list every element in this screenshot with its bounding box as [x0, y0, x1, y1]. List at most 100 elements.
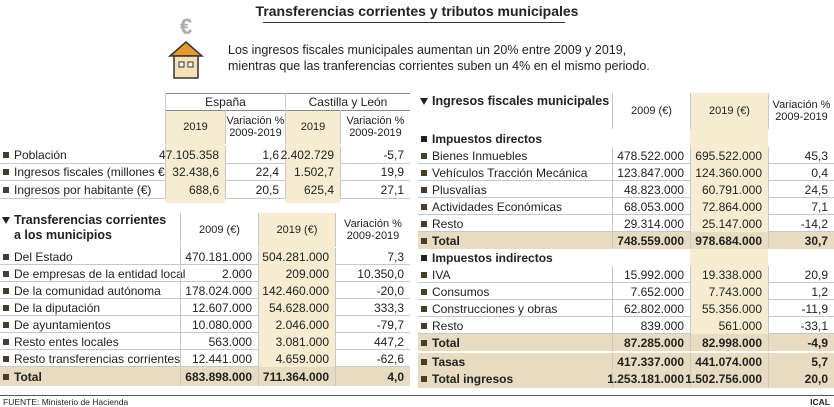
table-row: Población 47.105.358 1,6 2.402.729 -5,7: [0, 146, 410, 164]
row-label: IVA: [418, 266, 612, 283]
cell-value: 0,4: [768, 164, 834, 181]
cell-value: 839.000: [612, 317, 690, 334]
cell-value: -62,6: [335, 350, 410, 367]
cell-value: 47.105.358: [159, 146, 225, 164]
section-title: Impuestos directos: [418, 130, 612, 147]
cell-value: 683.898.000: [180, 367, 258, 386]
cell-value: 333,3: [335, 299, 410, 316]
cell-value: 32.438,6: [165, 163, 225, 181]
table-row: Resto 839.000 561.000 -33,1: [418, 317, 834, 334]
table-row: Actividades Económicas 68.053.000 72.864.0…: [418, 198, 834, 215]
footer-rule: [0, 395, 834, 396]
cell-value: 45,3: [768, 147, 834, 164]
cell-value: 5,7: [768, 353, 834, 370]
total-row: Total 87.285.000 82.998.000 -4,9: [418, 334, 834, 351]
row-label: Población: [0, 146, 165, 164]
column-header: 2009 (€): [612, 93, 690, 129]
column-header: Variación % 2009-2019: [225, 110, 285, 144]
cell-value: 22,4: [225, 163, 285, 181]
table-row: Ingresos fiscales (millones €) 32.438,6 22…: [0, 163, 410, 181]
table-row: Resto transferencias corrientes 12.441.00…: [0, 350, 410, 367]
table-title: Ingresos fiscales municipales: [418, 94, 612, 114]
group-header: Castilla y León: [285, 93, 410, 110]
cell-value: 19.338.000: [690, 266, 768, 283]
cell-value: 72.864.000: [690, 198, 768, 215]
row-label: Del Estado: [0, 248, 180, 265]
cell-value: 20,5: [225, 181, 285, 199]
cell-value: 2.402.729: [281, 146, 340, 164]
cell-value: 7,1: [768, 198, 834, 215]
title: Transferencias corrientes y tributos mun…: [255, 3, 579, 19]
row-label: Ingresos por habitante (€): [0, 181, 165, 199]
cell-value: 978.684.000: [690, 232, 768, 249]
row-label: Plusvalías: [418, 181, 612, 198]
cell-value: 4.659.000: [258, 350, 335, 367]
rule: [165, 93, 410, 94]
cell-value: 25.147.000: [690, 215, 768, 232]
cell-value: 688,6: [165, 181, 225, 199]
table-row: Plusvalías 48.823.000 60.791.000 24,5: [418, 181, 834, 198]
cell-value: 1,6: [225, 146, 285, 164]
cell-value: 711.364.000: [258, 367, 335, 386]
column-header: 2019: [285, 110, 340, 144]
row-label: Resto transferencias corrientes: [0, 350, 180, 367]
cell-value: 60.791.000: [690, 181, 768, 198]
cell-value: 1.253.181.000: [607, 370, 690, 388]
row-label: Actividades Económicas: [418, 198, 612, 215]
cell-value: 62.802.000: [612, 300, 690, 317]
cell-value: -20,0: [335, 282, 410, 299]
column-header: Variación % 2009-2019: [340, 110, 410, 144]
cell-value: 10.350,0: [335, 265, 410, 282]
cell-value: 470.181.000: [180, 248, 258, 265]
row-label: Tasas: [418, 353, 612, 370]
credit: ICAL: [810, 397, 830, 407]
cell-value: 478.522.000: [612, 147, 690, 164]
intro-line: mientras que las tranferencias corriente…: [228, 59, 650, 73]
cell-value: 748.559.000: [612, 232, 690, 249]
row-label: Total: [418, 232, 612, 249]
row-label: Total: [418, 334, 612, 351]
row-label: Resto: [418, 317, 612, 334]
cell-value: 54.628.000: [258, 299, 335, 316]
row-label: De la comunidad autónoma: [0, 282, 180, 299]
cell-value: -11,9: [768, 300, 834, 317]
table-row: Ingresos por habitante (€) 688,6 20,5 625,4…: [0, 181, 410, 199]
icon: €: [168, 14, 204, 79]
cell-value: -14,2: [768, 215, 834, 232]
row-label: Bienes Inmuebles: [418, 147, 612, 164]
table-row: IVA 15.992.000 19.338.000 20,9: [418, 266, 834, 283]
row-label: Resto entes locales: [0, 333, 180, 350]
cell-value: 30,7: [768, 232, 834, 249]
row-label: Vehículos Tracción Mecánica: [418, 164, 612, 181]
cell-value: 625,4: [285, 181, 340, 199]
intro-line: Los ingresos fiscales municipales aument…: [228, 43, 627, 57]
cell-value: 178.024.000: [180, 282, 258, 299]
total-row: Total ingresos 1.253.181.000 1.502.756.000…: [418, 370, 834, 388]
cell-value: 447,2: [335, 333, 410, 350]
cell-value: 10.080.000: [180, 316, 258, 333]
cell-value: 7.743.000: [690, 283, 768, 300]
group-header: España: [165, 93, 285, 110]
cell-value: 417.337.000: [612, 353, 690, 370]
cell-value: 2.000: [180, 265, 258, 282]
row-label: Consumos: [418, 283, 612, 300]
svg-text:€: €: [180, 14, 192, 39]
cell-value: 20,0: [768, 370, 834, 388]
table-title: Transferencias corrientes a los municipi…: [0, 213, 180, 245]
cell-value: 82.998.000: [690, 334, 768, 351]
cell-value: 15.992.000: [612, 266, 690, 283]
cell-value: 3.081.000: [258, 333, 335, 350]
table-row: Vehículos Tracción Mecánica 123.847.000 12…: [418, 164, 834, 181]
cell-value: 19,9: [340, 163, 410, 181]
cell-value: 123.847.000: [612, 164, 690, 181]
cell-value: 1,2: [768, 283, 834, 300]
cell-value: 561.000: [690, 317, 768, 334]
cell-value: 504.281.000: [258, 248, 335, 265]
cell-value: -79,7: [335, 316, 410, 333]
table-row: Construcciones y obras 62.802.000 55.356.0…: [418, 300, 834, 317]
row-label: Total: [0, 367, 180, 386]
table-row: De la comunidad autónoma 178.024.000 142.4…: [0, 282, 410, 299]
cell-value: 142.460.000: [258, 282, 335, 299]
table-row: Del Estado 470.181.000 504.281.000 7,3: [0, 248, 410, 265]
total-row: Tasas 417.337.000 441.074.000 5,7: [418, 353, 834, 370]
